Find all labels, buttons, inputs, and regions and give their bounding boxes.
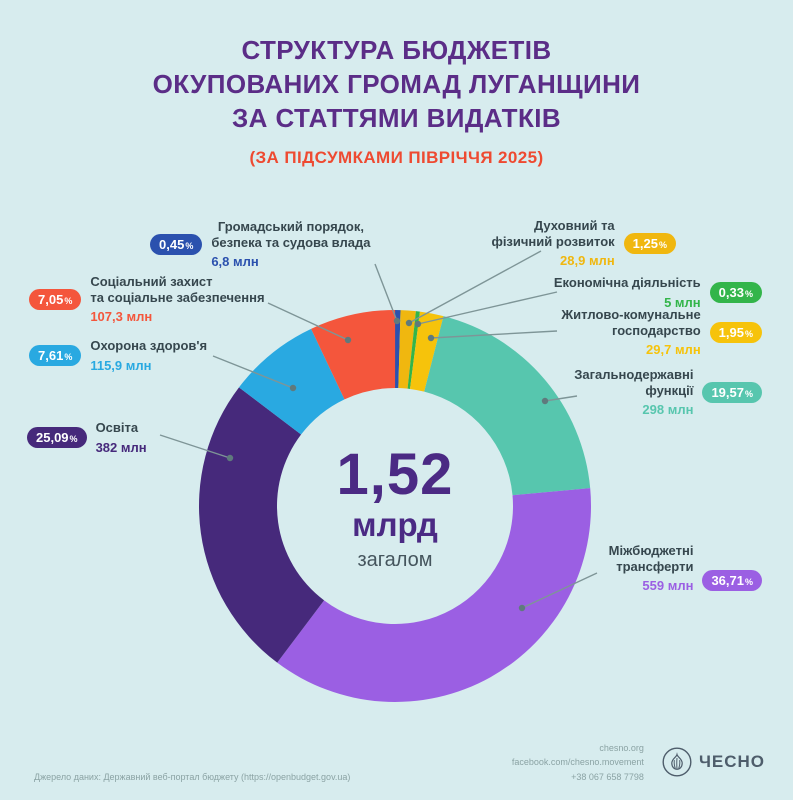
title-line-2: ОКУПОВАНИХ ГРОМАД ЛУГАНЩИНИ [152,68,641,99]
leader-line-4 [544,395,578,402]
total-caption: загалом [357,549,433,571]
segment-amount: 115,9 млн [90,357,152,373]
donut-segment-8 [311,309,396,400]
leader-dot-7 [289,384,297,392]
leader-dot-2 [414,320,422,328]
callout-public-order: 0,45% Громадський порядок, безпека та суд… [150,219,370,269]
donut-segment-0 [395,310,401,389]
segment-label: Громадський порядок, безпека та судова вл… [211,219,371,250]
chesno-logo-text: ЧЕСНО [698,752,765,772]
leader-line-0 [374,263,398,322]
leader-line-3 [430,330,558,339]
segment-label: Соціальний захист та соціальне забезпечен… [90,274,265,305]
callout-housing-utilities: Житлово-комунальне господарство 29,7 млн … [561,307,762,357]
percent-badge: 0,33% [709,281,762,303]
contact-facebook: facebook.com/chesno.movement [511,757,644,768]
segment-amount: 28,9 млн [560,253,615,269]
leader-line-8 [267,302,349,341]
header: СТРУКТУРА БЮДЖЕТІВ ОКУПОВАНИХ ГРОМАД ЛУГ… [0,34,793,168]
leader-dot-4 [541,397,549,405]
leader-dot-1 [405,319,413,327]
percent-badge: 36,71% [702,569,762,591]
leader-dot-0 [393,317,401,325]
percent-badge: 1,95% [709,321,762,343]
callout-interbudget-transfers: Міжбюджетні трансферти 559 млн 36,71% [609,543,762,593]
leader-dot-6 [226,454,234,462]
segment-label: Міжбюджетні трансферти [608,543,694,574]
callout-healthcare: 7,61% Охорона здоров'я 115,9 млн [29,338,207,373]
segment-amount: 6,8 млн [211,254,259,270]
segment-amount: 107,3 млн [90,309,153,325]
percent-badge: 25,09% [27,426,87,448]
leader-dot-3 [427,334,435,342]
leader-dot-8 [344,336,352,344]
segment-label: Загальнодержавні функції [574,367,694,398]
page-subtitle: (ЗА ПІДСУМКАМИ ПІВРІЧЧЯ 2025) [249,148,544,168]
percent-badge: 0,45% [150,233,203,255]
callout-spiritual-development: Духовний та фізичний розвиток 28,9 млн 1,… [491,218,676,268]
total-unit: млрд [352,506,438,543]
footer: Джерело даних: Державний веб-портал бюдж… [34,741,765,784]
page-title: СТРУКТУРА БЮДЖЕТІВ ОКУПОВАНИХ ГРОМАД ЛУГ… [0,34,793,135]
leader-line-7 [212,355,294,389]
segment-label: Охорона здоров'я [90,338,208,353]
donut-segment-2 [407,311,420,389]
data-source-note: Джерело даних: Державний веб-портал бюдж… [34,772,351,783]
leader-line-2 [417,291,558,325]
segment-amount: 559 млн [642,578,694,594]
contact-phone: +38 067 658 7798 [571,771,644,782]
callout-state-functions: Загальнодержавні функції 298 млн 19,57% [574,367,762,417]
segment-amount: 382 млн [95,439,147,455]
total-value: 1,52 [336,442,454,507]
contacts-block: chesno.org facebook.com/chesno.movement … [512,741,644,784]
donut-segment-1 [398,310,416,389]
segment-label: Житлово-комунальне господарство [561,307,701,338]
leader-line-6 [159,434,231,459]
leader-line-5 [521,572,598,609]
donut-segment-7 [239,328,345,435]
leader-dot-5 [518,604,526,612]
callout-economic-activity: Економічна діяльність 5 млн 0,33% [554,275,762,310]
callout-education: 25,09% Освіта 382 млн [27,420,147,455]
title-line-1: СТРУКТУРА БЮДЖЕТІВ [241,35,552,65]
percent-badge: 7,05% [29,288,82,310]
callout-social-protection: 7,05% Соціальний захист та соціальне забе… [29,274,265,324]
donut-segment-3 [410,311,444,392]
segment-label: Освіта [95,420,139,435]
chesno-garlic-icon [662,747,692,777]
segment-amount: 5 млн [664,294,701,310]
segment-label: Духовний та фізичний розвиток [491,218,615,249]
contact-website: chesno.org [599,742,644,753]
title-line-3: ЗА СТАТТЯМИ ВИДАТКІВ [231,102,562,133]
percent-badge: 19,57% [702,381,762,403]
segment-label: Економічна діяльність [553,275,701,290]
segment-amount: 298 млн [642,402,694,418]
segment-amount: 29,7 млн [646,342,701,358]
chesno-logo: ЧЕСНО [662,747,765,777]
percent-badge: 1,25% [623,232,676,254]
donut-center-label: 1,52 млрд загалом [250,442,540,571]
percent-badge: 7,61% [29,344,82,366]
